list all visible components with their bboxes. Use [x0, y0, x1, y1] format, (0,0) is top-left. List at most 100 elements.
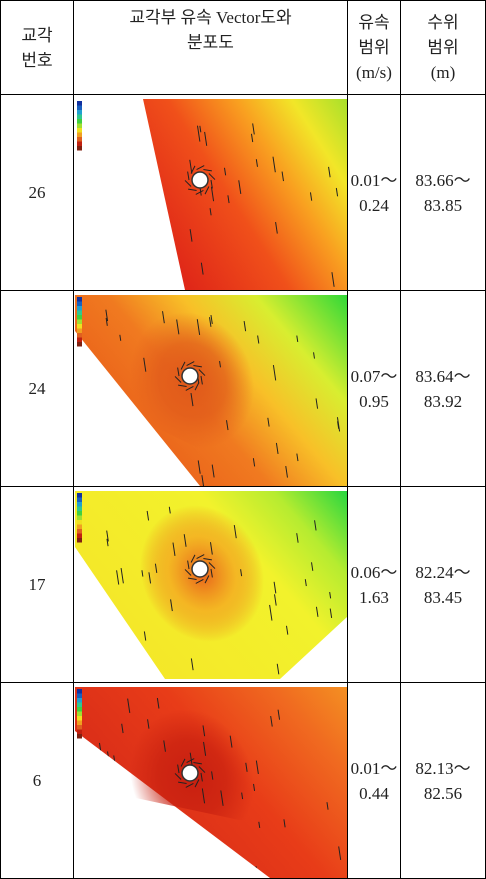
arrow: [120, 723, 124, 734]
arrow: [190, 658, 194, 671]
arrow: [325, 802, 329, 810]
arrow: [111, 389, 115, 400]
legend-swatch: [76, 698, 82, 703]
arrow: [86, 438, 89, 449]
arrow: [180, 758, 185, 767]
arrow: [209, 542, 213, 555]
arrow: [269, 715, 273, 727]
arrow: [198, 766, 205, 773]
legend-swatch: [76, 101, 82, 106]
water-level-cell: 82.24～ 83.45: [400, 486, 486, 683]
arrow: [171, 542, 175, 556]
arrow: [223, 167, 226, 176]
arrow: [183, 534, 187, 547]
arrow: [203, 131, 207, 146]
header-cell: 교각부 유속 Vector도와 분포도: [73, 0, 348, 95]
arrow: [210, 186, 214, 202]
vector-arrows: [97, 123, 338, 290]
legend-swatch: [76, 128, 82, 133]
image-cell: [73, 486, 348, 683]
flow-field-image: [74, 687, 347, 878]
legend-swatch: [76, 119, 82, 124]
arrow: [244, 762, 248, 772]
header-cell: 교각 번호: [0, 0, 74, 95]
arrow: [187, 188, 197, 191]
arrow: [176, 367, 179, 377]
arrow: [169, 599, 173, 612]
legend-swatch: [76, 506, 82, 511]
arrow: [218, 361, 221, 368]
arrow: [154, 563, 157, 573]
arrow: [177, 384, 187, 387]
arrow: [195, 579, 204, 584]
arrow: [185, 758, 194, 763]
arrow: [229, 857, 232, 865]
arrow: [208, 317, 211, 327]
legend-swatch: [76, 137, 82, 142]
arrow: [184, 180, 191, 187]
legend-swatch: [76, 716, 82, 721]
legend-swatch: [76, 319, 82, 324]
legend-swatch: [76, 146, 82, 151]
text-line: 0.07～: [350, 366, 398, 386]
arrow: [210, 568, 213, 578]
velocity-cell: 0.01～ 0.24: [347, 94, 401, 291]
arrow: [200, 375, 203, 385]
arrow: [202, 558, 212, 561]
arrow: [161, 311, 165, 324]
arrow: [281, 171, 284, 182]
legend-swatch: [76, 328, 82, 333]
text-line: 82.56: [423, 783, 463, 803]
arrow: [225, 420, 228, 431]
legend-swatch: [76, 533, 82, 538]
arrow: [198, 369, 205, 376]
legend-swatch: [76, 689, 82, 694]
arrow: [202, 169, 212, 172]
velocity-cell: 0.07～ 0.95: [347, 290, 401, 487]
velocity-cell: 0.06～ 1.63: [347, 486, 401, 683]
arrow: [115, 188, 117, 204]
arrow: [276, 663, 279, 675]
arrow: [194, 382, 199, 391]
image-cell: [73, 290, 348, 487]
legend-swatch: [76, 538, 82, 543]
water-level-cell: 83.66～ 83.85: [400, 94, 486, 291]
legend-swatch: [76, 315, 82, 320]
arrow: [84, 806, 87, 814]
arrow: [329, 608, 332, 619]
cell-text: 17: [28, 575, 46, 594]
arrow: [208, 562, 215, 569]
arrow: [123, 429, 127, 443]
arrow: [210, 771, 213, 780]
text-line: 83.92: [423, 391, 463, 411]
arrow: [114, 463, 118, 477]
legend-swatch: [76, 342, 82, 347]
velocity-cell: 0.01～ 0.44: [347, 682, 401, 879]
arrow: [175, 319, 179, 335]
arrow: [97, 274, 99, 290]
water-level-cell: 83.64～ 83.92: [400, 290, 486, 487]
arrow: [185, 361, 194, 366]
arrow: [327, 166, 331, 178]
arrow: [144, 239, 147, 248]
text-line: 82.24～: [415, 562, 471, 582]
arrow: [312, 352, 315, 359]
arrow: [186, 560, 189, 570]
arrow: [275, 442, 279, 455]
arrow: [139, 179, 141, 192]
arrow: [106, 759, 109, 767]
arrow: [172, 868, 176, 878]
legend-swatch: [76, 702, 82, 707]
pier: [190, 171, 209, 189]
text-line: 82.13～: [415, 758, 471, 778]
arrow: [124, 662, 128, 676]
arrow: [105, 264, 107, 276]
legend-swatch: [76, 141, 82, 146]
image-cell: [73, 94, 348, 291]
arrow: [187, 577, 197, 580]
arrow: [315, 398, 318, 409]
arrow: [315, 606, 318, 617]
arrow: [84, 783, 87, 794]
arrow: [196, 319, 200, 336]
